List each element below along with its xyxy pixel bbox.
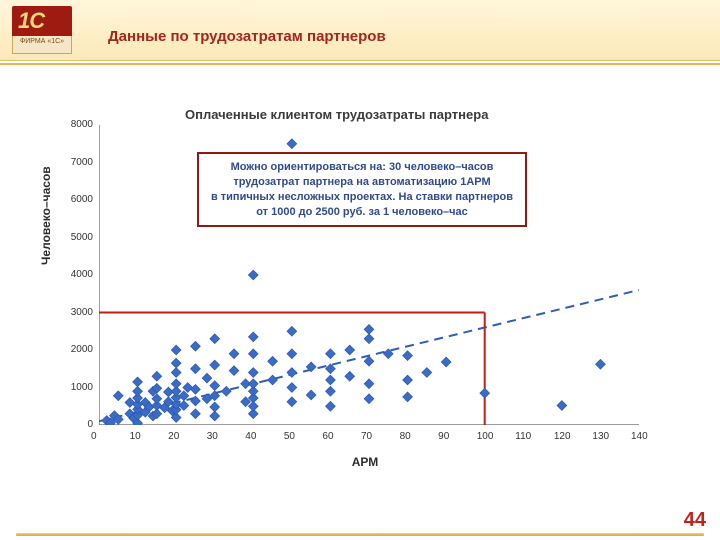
y-axis-label: Человеко–часов: [39, 166, 53, 265]
x-tick: 30: [207, 431, 218, 442]
y-tick: 7000: [59, 157, 93, 168]
x-axis-label: АРМ: [85, 455, 645, 469]
y-tick: 1000: [59, 382, 93, 393]
y-tick: 2000: [59, 344, 93, 355]
x-tick: 80: [400, 431, 411, 442]
chart-container: Оплаченные клиентом трудозатраты партнер…: [85, 115, 645, 465]
annotation-line: трудозатрат партнера на автоматизацию 1А…: [207, 175, 517, 190]
footer-rule: [16, 533, 704, 536]
logo-subtext: ФИРМА «1С»: [12, 36, 72, 54]
header-rule: [0, 63, 720, 65]
x-tick: 10: [130, 431, 141, 442]
x-tick: 130: [592, 431, 609, 442]
annotation-line: в типичных несложных проектах. На ставки…: [207, 190, 517, 205]
annotation-line: Можно ориентироваться на: 30 человеко–ча…: [207, 160, 517, 175]
x-tick: 60: [322, 431, 333, 442]
y-tick: 3000: [59, 307, 93, 318]
y-tick: 8000: [59, 119, 93, 130]
x-tick: 140: [631, 431, 648, 442]
chart-title: Оплаченные клиентом трудозатраты партнер…: [185, 107, 488, 122]
annotation-box: Можно ориентироваться на: 30 человеко–ча…: [197, 152, 527, 227]
x-tick: 120: [554, 431, 571, 442]
page-number: 44: [684, 509, 706, 532]
logo-text: 1С: [18, 8, 44, 34]
x-tick: 110: [515, 431, 531, 442]
logo-1c: 1С ФИРМА «1С»: [12, 6, 82, 56]
x-tick: 100: [477, 431, 494, 442]
y-tick: 4000: [59, 269, 93, 280]
y-tick: 5000: [59, 232, 93, 243]
y-tick: 0: [59, 419, 93, 430]
x-tick: 40: [245, 431, 256, 442]
x-tick: 50: [284, 431, 295, 442]
x-tick: 70: [361, 431, 372, 442]
x-tick: 90: [438, 431, 449, 442]
x-tick: 20: [168, 431, 179, 442]
page-title: Данные по трудозатратам партнеров: [108, 28, 386, 45]
annotation-line: от 1000 до 2500 руб. за 1 человеко–час: [207, 205, 517, 220]
y-tick: 6000: [59, 194, 93, 205]
x-tick: 0: [91, 431, 97, 442]
slide-root: 1С ФИРМА «1С» Данные по трудозатратам па…: [0, 0, 720, 540]
